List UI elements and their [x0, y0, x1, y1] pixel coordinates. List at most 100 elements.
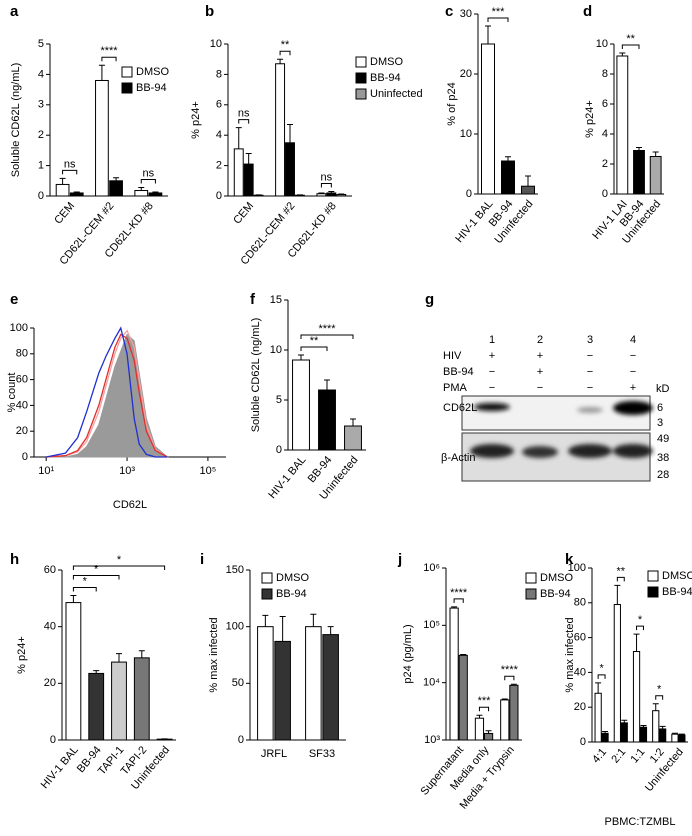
y-tick-label: 0 — [50, 734, 56, 746]
treatment-mark: − — [489, 366, 495, 378]
bar — [89, 673, 104, 740]
bar — [614, 605, 620, 742]
marker-label: 3 — [657, 417, 663, 429]
bar — [293, 360, 310, 450]
y-tick-label: 5 — [38, 38, 44, 50]
significance-label: * — [117, 554, 122, 566]
legend-label: BB-94 — [136, 82, 167, 94]
x-tick-label: CEM — [231, 200, 256, 226]
legend-swatch — [262, 589, 272, 599]
bar — [501, 700, 509, 740]
bar — [306, 627, 322, 740]
significance-bracket — [656, 696, 663, 700]
significance-bracket — [102, 57, 116, 61]
y-tick-label: 20 — [574, 701, 586, 713]
legend-swatch — [356, 57, 366, 67]
bar — [621, 723, 627, 742]
bar — [286, 143, 295, 196]
error-bar — [634, 634, 640, 651]
bar — [323, 635, 339, 740]
bar — [679, 735, 685, 742]
error-bar — [298, 355, 304, 360]
legend-swatch — [356, 73, 366, 83]
significance-bracket — [488, 18, 508, 22]
legend-label: DMSO — [370, 56, 403, 68]
y-tick-label: 30 — [460, 8, 472, 20]
error-bar — [287, 125, 293, 143]
significance-bracket — [73, 566, 164, 570]
y-tick-label: 10 — [210, 38, 222, 50]
panel-letter: d — [583, 3, 592, 20]
bar — [450, 608, 458, 740]
x-tick-label: 1:1 — [628, 746, 647, 765]
bar — [475, 718, 483, 740]
y-tick-label: 60 — [16, 374, 28, 386]
y-axis-title: % max infected — [564, 617, 576, 692]
lane-number: 4 — [630, 334, 636, 346]
y-tick-label: 10⁵ — [423, 619, 440, 631]
legend-swatch — [648, 571, 658, 581]
bar — [327, 193, 336, 196]
lane-number: 2 — [537, 334, 543, 346]
bar — [56, 184, 69, 196]
panel-letter: a — [10, 3, 19, 20]
y-tick-label: 10 — [460, 128, 472, 140]
y-tick-label: 2 — [216, 160, 222, 172]
y-axis-title: % p24+ — [584, 100, 596, 138]
x-axis-title: PBMC:TZMBL — [605, 816, 676, 828]
error-bar — [236, 128, 242, 149]
significance-bracket — [617, 577, 624, 581]
bar — [317, 194, 326, 196]
bar — [96, 80, 109, 196]
y-tick-label: 2 — [602, 158, 608, 170]
bar — [672, 734, 678, 742]
bar — [234, 149, 243, 196]
marker-label: 6 — [657, 402, 663, 414]
error-bar — [653, 704, 659, 711]
y-tick-label: 0 — [238, 734, 244, 746]
y-tick-label: 50 — [232, 677, 244, 689]
error-bar — [324, 380, 330, 390]
y-tick-label: 0 — [466, 188, 472, 200]
x-tick-label: 10¹ — [38, 465, 54, 477]
significance-label: ** — [310, 335, 319, 347]
protein-label: CD62L — [443, 402, 477, 414]
y-tick-label: 40 — [16, 399, 28, 411]
error-bar — [350, 419, 356, 426]
y-tick-label: 3 — [38, 99, 44, 111]
x-tick-label: JRFL — [261, 748, 287, 760]
significance-label: *** — [478, 695, 492, 707]
error-bar — [310, 614, 316, 626]
treatment-mark: − — [630, 350, 636, 362]
y-axis-title: % of p24 — [446, 82, 458, 125]
y-tick-label: 100 — [10, 322, 28, 334]
error-bar — [246, 153, 252, 164]
bar — [275, 641, 291, 740]
y-axis-title: p24 (pg/mL) — [402, 624, 414, 683]
y-tick-label: 1 — [38, 160, 44, 172]
significance-bracket — [73, 588, 96, 592]
bar — [650, 157, 661, 195]
error-bar — [280, 616, 286, 641]
unit-label: kD — [656, 383, 670, 395]
x-tick-label: CEM — [52, 200, 77, 226]
y-tick-label: 20 — [16, 425, 28, 437]
protein-label: β-Actin — [441, 452, 475, 464]
y-tick-label: 0 — [216, 190, 222, 202]
y-tick-label: 80 — [16, 348, 28, 360]
treatment-mark: − — [587, 350, 593, 362]
treatment-mark: − — [587, 382, 593, 394]
y-tick-label: 8 — [602, 68, 608, 80]
y-tick-label: 10⁴ — [423, 677, 440, 689]
marker-label: 28 — [657, 469, 669, 481]
y-tick-label: 0 — [38, 190, 44, 202]
error-bar — [328, 627, 334, 635]
treatment-mark: + — [489, 350, 495, 362]
significance-label: ns — [238, 108, 250, 120]
panel-letter: b — [205, 3, 214, 20]
row-label: PMA — [443, 382, 468, 394]
significance-label: ns — [64, 158, 76, 170]
row-label: BB-94 — [443, 366, 474, 378]
legend-label: DMSO — [136, 66, 169, 78]
